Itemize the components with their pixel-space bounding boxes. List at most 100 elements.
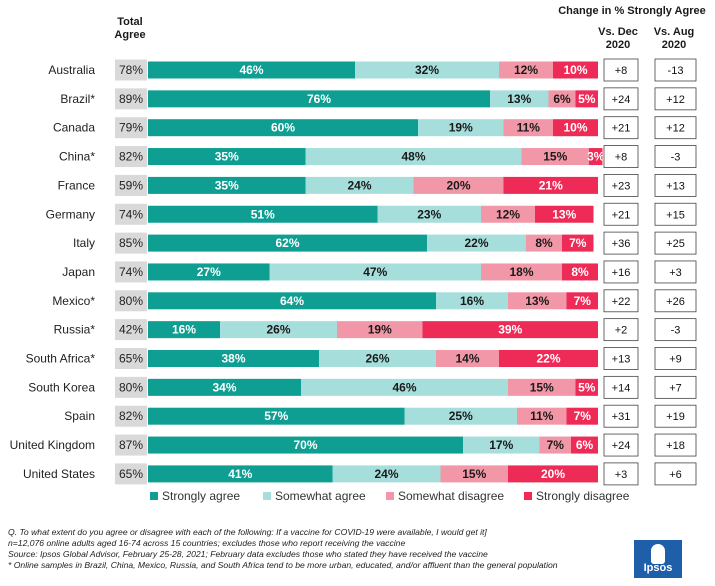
footnote-question: Q. To what extent do you agree or disagr…	[8, 527, 487, 537]
data-label-somewhat-agree: 23%	[417, 207, 441, 221]
total-agree-box	[115, 290, 147, 312]
change-aug-cell	[654, 289, 697, 313]
bar-strongly-disagree	[499, 350, 598, 367]
data-label-strongly-disagree: 13%	[552, 207, 576, 221]
category-label: United Kingdom	[10, 438, 95, 452]
legend-swatch	[263, 492, 271, 500]
bar-strongly-disagree	[535, 205, 594, 223]
change-dec-cell	[603, 462, 639, 486]
change-aug-value: +18	[666, 440, 685, 452]
data-label-strongly-agree: 27%	[197, 265, 221, 279]
change-dec-cell	[603, 433, 639, 457]
change-dec-cell	[603, 231, 639, 255]
category-label: Brazil*	[60, 92, 95, 106]
data-label-somewhat-disagree: 11%	[517, 121, 541, 135]
bar-somewhat-agree	[404, 407, 517, 425]
bar-strongly-agree	[148, 321, 220, 339]
data-label-somewhat-agree: 13%	[507, 92, 531, 106]
data-label-strongly-disagree: 8%	[571, 265, 589, 279]
change-aug-cell	[654, 87, 697, 111]
bar-somewhat-disagree	[337, 321, 423, 339]
bar-somewhat-agree	[418, 119, 504, 137]
category-label: Canada	[53, 121, 95, 135]
change-aug-value: -3	[671, 152, 681, 164]
change-aug-value: +19	[666, 411, 685, 423]
total-agree-value: 80%	[119, 294, 143, 308]
data-label-strongly-disagree: 10%	[563, 121, 587, 135]
legend-strongly-disagree: Strongly disagree	[524, 489, 629, 503]
data-label-somewhat-disagree: 19%	[368, 323, 392, 337]
data-label-somewhat-agree: 46%	[392, 380, 416, 394]
data-label-strongly-disagree: 5%	[578, 380, 596, 394]
data-label-somewhat-disagree: 15%	[543, 150, 567, 164]
category-label: France	[58, 178, 96, 192]
data-label-strongly-disagree: 6%	[576, 438, 594, 452]
bar-strongly-disagree	[575, 378, 598, 396]
change-dec-value: +21	[612, 123, 631, 135]
data-label-somewhat-disagree: 12%	[514, 63, 538, 77]
total-agree-box	[115, 261, 147, 283]
total-agree-box	[115, 203, 147, 225]
change-dec-cell	[603, 260, 639, 284]
change-dec-value: +24	[612, 440, 631, 452]
bar-strongly-disagree	[566, 292, 598, 310]
data-label-strongly-agree: 46%	[239, 63, 263, 77]
bar-strongly-agree	[148, 61, 355, 79]
bar-strongly-agree	[148, 205, 378, 223]
data-label-somewhat-disagree: 20%	[446, 178, 470, 192]
bar-strongly-disagree	[553, 119, 598, 137]
total-agree-value: 59%	[119, 178, 143, 192]
legend-swatch	[524, 492, 532, 500]
total-agree-value: 87%	[119, 438, 143, 452]
change-dec-cell	[603, 404, 639, 428]
bar-somewhat-agree	[269, 263, 481, 281]
legend-swatch	[150, 492, 158, 500]
change-aug-cell	[654, 462, 697, 486]
data-label-strongly-agree: 62%	[275, 236, 299, 250]
bar-strongly-disagree	[553, 61, 598, 79]
bar-somewhat-disagree	[508, 292, 567, 310]
data-label-somewhat-agree: 32%	[415, 63, 439, 77]
change-dec-value: +24	[612, 94, 631, 106]
total-agree-value: 82%	[119, 409, 143, 423]
total-agree-value: 82%	[119, 150, 143, 164]
data-label-somewhat-disagree: 15%	[462, 467, 486, 481]
bar-strongly-agree	[148, 90, 490, 108]
total-agree-header: Total Agree	[114, 16, 146, 41]
bar-strongly-agree	[148, 378, 301, 396]
total-agree-box	[115, 463, 147, 485]
total-agree-box	[115, 434, 147, 456]
legend-label: Strongly agree	[162, 489, 241, 503]
total-agree-box	[115, 174, 147, 196]
data-label-strongly-disagree: 20%	[541, 467, 565, 481]
bar-strongly-disagree	[562, 234, 594, 252]
bar-somewhat-disagree	[481, 205, 535, 223]
category-label: Mexico*	[52, 294, 95, 308]
data-label-strongly-agree: 64%	[280, 294, 304, 308]
data-label-strongly-disagree: 7%	[574, 294, 592, 308]
total-agree-box	[115, 232, 147, 254]
category-label: China*	[59, 150, 95, 164]
data-label-strongly-agree: 57%	[264, 409, 288, 423]
legend-label: Somewhat agree	[275, 489, 366, 503]
category-label: United States	[23, 467, 95, 481]
category-label: Spain	[64, 409, 95, 423]
category-label: Japan	[62, 265, 95, 279]
total-agree-box	[115, 405, 147, 427]
bar-somewhat-agree	[319, 350, 436, 367]
data-label-somewhat-agree: 17%	[489, 438, 513, 452]
data-label-somewhat-agree: 16%	[460, 294, 484, 308]
legend-somewhat-disagree: Somewhat disagree	[386, 489, 504, 503]
category-label: Italy	[73, 236, 95, 250]
bar-strongly-disagree	[562, 263, 598, 281]
bar-somewhat-disagree	[440, 465, 508, 483]
change-aug-cell	[654, 58, 697, 82]
total-agree-box	[115, 146, 147, 168]
data-label-strongly-disagree: 39%	[498, 323, 522, 337]
change-dec-cell	[603, 289, 639, 313]
total-agree-value: 78%	[119, 63, 143, 77]
change-dec-cell	[603, 145, 639, 168]
data-label-somewhat-agree: 22%	[464, 236, 488, 250]
bar-somewhat-disagree	[521, 148, 589, 166]
bar-somewhat-agree	[301, 378, 508, 396]
